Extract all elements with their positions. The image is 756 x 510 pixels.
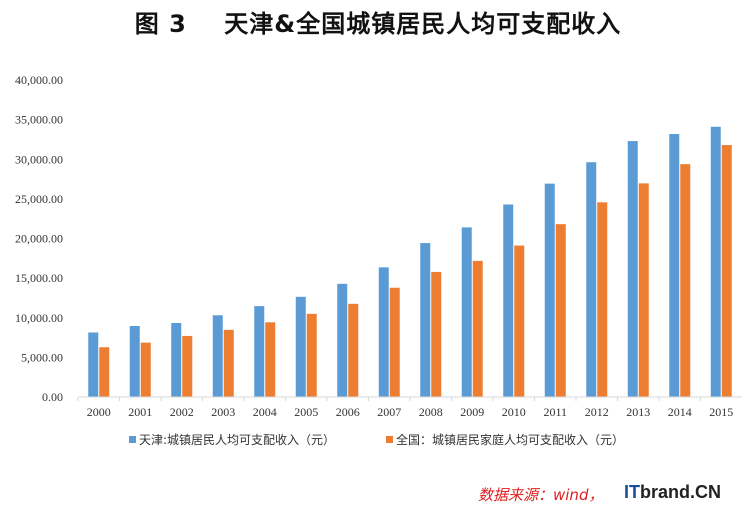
legend-swatch-national: [386, 436, 393, 443]
bars: [88, 126, 732, 397]
watermark-rest: brand.CN: [640, 482, 721, 502]
x-tick-label: 2001: [128, 405, 152, 419]
x-tick-label: 2006: [336, 405, 360, 419]
chart-title: 图 3 天津&全国城镇居民人均可支配收入: [134, 10, 622, 38]
bar-national-2001: [140, 342, 151, 397]
bar-tianjin-2009: [461, 227, 472, 397]
y-tick-label: 30,000.00: [15, 152, 63, 166]
bar-tianjin-2001: [129, 325, 140, 397]
bar-tianjin-2011: [544, 183, 555, 397]
y-tick-label: 5,000.00: [21, 350, 63, 364]
y-tick-label: 10,000.00: [15, 311, 63, 325]
x-tick-label: 2011: [543, 405, 567, 419]
x-tick-label: 2002: [170, 405, 194, 419]
y-tick-label: 0.00: [42, 390, 63, 404]
bar-national-2000: [99, 347, 110, 397]
x-tick-label: 2005: [294, 405, 318, 419]
x-tick-label: 2013: [626, 405, 650, 419]
bar-tianjin-2006: [337, 283, 348, 397]
bar-national-2013: [638, 183, 649, 397]
bar-national-2005: [306, 313, 317, 397]
watermark-logo: ITbrand.CN: [624, 482, 721, 503]
y-tick-label: 25,000.00: [15, 192, 63, 206]
source-note: 数据来源：wind，: [478, 486, 604, 504]
bar-national-2010: [514, 245, 525, 397]
bar-national-2014: [680, 164, 691, 397]
bar-national-2015: [721, 145, 732, 397]
x-tick-label: 2010: [502, 405, 526, 419]
bar-tianjin-2003: [212, 315, 223, 397]
x-tick-label: 2014: [668, 405, 692, 419]
bar-national-2004: [265, 322, 276, 397]
y-tick-label: 40,000.00: [15, 73, 63, 87]
y-tick-label: 20,000.00: [15, 232, 63, 246]
bar-tianjin-2000: [88, 332, 99, 397]
x-tick-label: 2003: [211, 405, 235, 419]
bar-tianjin-2013: [627, 141, 638, 397]
bar-tianjin-2015: [710, 126, 721, 397]
bar-tianjin-2010: [503, 204, 514, 397]
bar-national-2011: [555, 224, 566, 397]
x-tick-label: 2000: [87, 405, 111, 419]
bar-tianjin-2005: [295, 296, 306, 397]
bar-national-2002: [182, 335, 193, 397]
bar-national-2003: [223, 329, 234, 397]
bar-tianjin-2008: [420, 243, 431, 397]
bar-tianjin-2002: [171, 322, 182, 397]
bar-national-2007: [389, 287, 400, 397]
bar-national-2008: [431, 271, 442, 397]
bar-tianjin-2004: [254, 306, 265, 397]
x-axis-ticks: 2000 2001 2002 2003 2004 2005 2006 2007 2008 2009…: [77, 397, 733, 419]
watermark-prefix: IT: [624, 482, 640, 502]
x-tick-label: 2008: [419, 405, 443, 419]
legend-label-national: 全国：城镇居民家庭人均可支配收入（元）: [396, 432, 624, 447]
x-tick-label: 2004: [253, 405, 277, 419]
y-axis-ticks: 0.00 5,000.00 10,000.00 15,000.00 20,000.00 2…: [15, 73, 63, 404]
y-tick-label: 35,000.00: [15, 113, 63, 127]
legend-label-tianjin: 天津:城镇居民人均可支配收入（元）: [139, 433, 335, 447]
legend-swatch-tianjin: [129, 436, 136, 443]
legend: 天津:城镇居民人均可支配收入（元） 全国：城镇居民家庭人均可支配收入（元）: [129, 432, 624, 447]
bar-tianjin-2012: [586, 162, 597, 397]
bar-national-2009: [472, 260, 483, 397]
x-tick-label: 2007: [377, 405, 401, 419]
bar-tianjin-2007: [378, 267, 389, 397]
x-tick-label: 2009: [460, 405, 484, 419]
bar-national-2006: [348, 303, 359, 397]
x-tick-label: 2012: [585, 405, 609, 419]
bar-tianjin-2014: [669, 134, 680, 397]
x-tick-label: 2015: [709, 405, 733, 419]
bar-national-2012: [597, 202, 608, 397]
y-tick-label: 15,000.00: [15, 271, 63, 285]
